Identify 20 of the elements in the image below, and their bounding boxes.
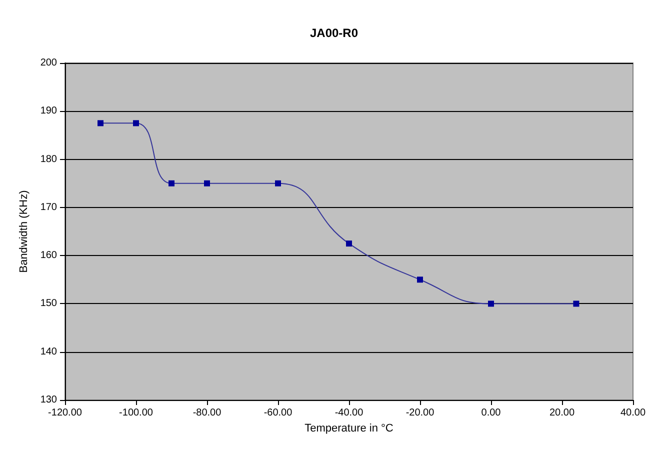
y-tick-label: 170 — [40, 202, 58, 213]
y-tick-label: 140 — [40, 346, 58, 358]
x-tick-label: -20.00 — [406, 408, 435, 418]
x-tick-label: -40.00 — [334, 408, 364, 418]
y-tick-label: 200 — [40, 58, 58, 68]
x-tick-label: 20.00 — [549, 408, 575, 418]
x-axis-title: Temperature in °C — [304, 422, 394, 434]
x-tick-label: 40.00 — [620, 408, 646, 418]
x-tick-label: -80.00 — [192, 408, 222, 418]
y-tick-label: 180 — [40, 154, 58, 165]
x-tick-label: -100.00 — [119, 408, 154, 418]
x-tick-label: -120.00 — [48, 408, 82, 418]
y-tick-label: 160 — [40, 250, 58, 262]
x-tick-label: 0.00 — [481, 408, 502, 418]
x-tick-label: -60.00 — [264, 408, 293, 418]
chart-title: JA00-R0 — [310, 26, 358, 40]
y-tick-label: 190 — [40, 106, 58, 117]
y-axis-title: Bandwidth (KHz) — [18, 190, 30, 273]
y-tick-label: 150 — [40, 298, 58, 310]
y-tick-label: 130 — [40, 394, 58, 406]
